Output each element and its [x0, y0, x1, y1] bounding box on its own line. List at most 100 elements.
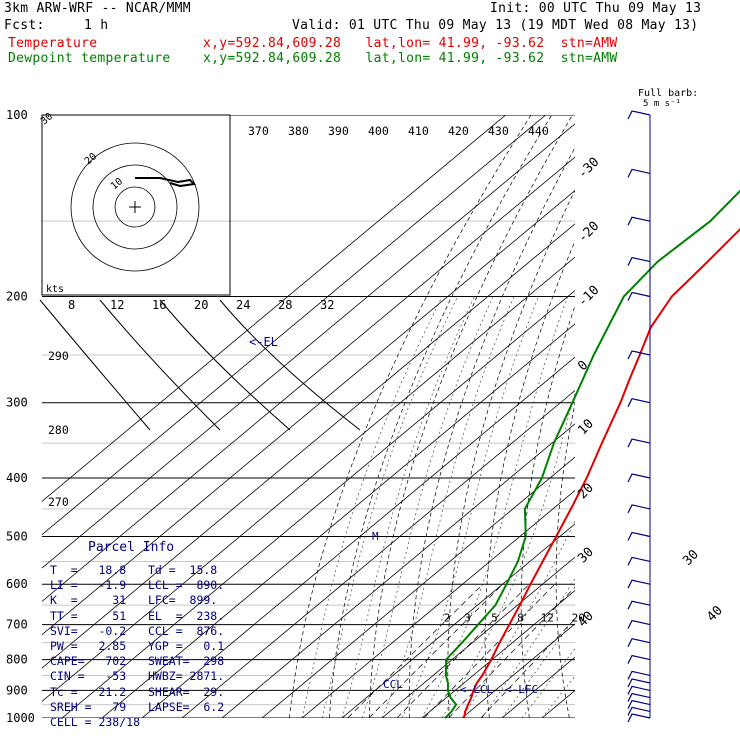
wind-barb-550 [627, 556, 651, 566]
wind-barb-925 [627, 692, 651, 702]
pressure-label-1000: 1000 [6, 711, 35, 725]
dewpoint-legend: Dewpoint temperature [8, 51, 171, 66]
parcel-row-5-col-0: PW = 2.85 [50, 639, 127, 653]
wind-barb-350 [627, 438, 651, 448]
isotherm--60 [141, 356, 575, 718]
hodograph-curve-0 [39, 299, 151, 431]
parcel-row-3-col-1: EL = 238. [148, 608, 225, 623]
isotherm--120 [42, 156, 575, 602]
ccl-marker: CCL [383, 678, 403, 691]
isotherm--70 [101, 323, 575, 718]
parcel-row-10-col-0: CELL = 238/18 [50, 715, 141, 729]
hodograph-ring-64 [70, 142, 200, 272]
mixing-ratio-12 [448, 586, 575, 718]
lfc-marker: <-LFC [505, 683, 538, 696]
hodograph-ring-label-30: 30 [39, 111, 55, 127]
pressure-label-300: 300 [6, 396, 28, 410]
hodograph-ring-20 [114, 186, 156, 228]
mixing-ratio-label-20: 20 [572, 612, 585, 625]
mixing-ratio-label-3: 3 [464, 612, 471, 625]
mixing-ratio-3 [368, 583, 503, 718]
hodograph-curve-3 [219, 299, 361, 431]
isotherm-0 [381, 556, 575, 718]
side-label-30: 30 [680, 547, 702, 569]
parcel-row-7-col-1: HWBZ= 2871. [148, 669, 225, 684]
wind-barb-200 [627, 291, 651, 301]
parcel-row-6-col-0: CAPE= 702 [50, 654, 127, 669]
hodograph-units: kts [46, 284, 64, 295]
valid-time: Valid: 01 UTC Thu 09 May 13 (19 MDT Wed … [292, 18, 699, 33]
moist-adiabat--10 [341, 296, 475, 718]
theta-label-410: 410 [408, 124, 429, 138]
dry-adiabat-260 [329, 115, 552, 718]
parcel-row-0-col-0: T = 18.8 [50, 563, 127, 577]
isotherm--140 [42, 115, 546, 536]
dry-adiabat-280 [408, 146, 575, 718]
theta-label-420: 420 [448, 124, 469, 138]
pressure-label-400: 400 [6, 471, 28, 485]
hodograph-ring-42 [92, 164, 178, 250]
mixing-ratio-label-12: 12 [541, 612, 554, 625]
theta-label-400: 400 [368, 124, 389, 138]
hodograph-ring-label-10: 10 [109, 176, 125, 192]
isotherm-10 [421, 589, 575, 718]
theta-side-label-290: 290 [48, 349, 69, 363]
isotherm--30 [261, 456, 575, 718]
moist-adiabat-25 [481, 577, 575, 718]
dry-adiabat-370 [716, 115, 740, 718]
theta-side-label-270: 270 [48, 495, 69, 509]
parcel-row-5-col-1: YGP = 0.1 [148, 639, 225, 653]
wind-barb-150 [627, 216, 651, 226]
wind-barb-700 [627, 619, 651, 629]
hodograph-curve-2 [159, 299, 291, 431]
parcel-row-4-col-1: CCL = 876. [148, 623, 225, 638]
hodograph-scale-24: 24 [236, 298, 250, 312]
isotherm--80 [61, 289, 575, 718]
temperature-legend: Temperature [8, 36, 98, 51]
hodograph-scale-16: 16 [152, 298, 166, 312]
dry-adiabat-330 [590, 115, 697, 718]
wind-barb-975 [627, 706, 651, 716]
dry-adiabat-270 [369, 115, 573, 718]
pressure-label-700: 700 [6, 618, 28, 632]
pressure-label-200: 200 [6, 290, 28, 304]
parcel-row-4-col-0: SVI= -0.2 [50, 623, 127, 638]
parcel-row-0-col-1: Td = 15.8 [148, 563, 218, 577]
isotherm-label-10: 10 [575, 416, 597, 438]
hodograph-scale-12: 12 [110, 298, 124, 312]
isotherm-label-30: 30 [575, 545, 597, 567]
wind-barb-450 [627, 504, 651, 514]
isotherm--50 [181, 389, 575, 718]
parcel-row-9-col-0: SREH = 79 [50, 699, 127, 714]
el-marker: <-EL [249, 335, 278, 349]
dewpoint-location: x,y=592.84,609.28 lat,lon= 41.99, -93.62… [203, 51, 618, 66]
parcel-row-7-col-0: CIN = -53 [50, 669, 127, 684]
hodograph-scale-32: 32 [320, 298, 334, 312]
moist-adiabat-5 [401, 296, 539, 718]
moist-adiabat-0 [381, 296, 515, 718]
parcel-row-1-col-1: LCL = 890. [148, 578, 225, 593]
moist-adiabat--15 [321, 296, 458, 718]
isotherm-label--10: -10 [575, 283, 602, 310]
isotherm-30 [501, 656, 575, 718]
pressure-label-900: 900 [6, 683, 28, 697]
dry-adiabat-250 [289, 115, 532, 718]
mixing-ratio-label-5: 5 [491, 612, 498, 625]
moist-adiabat--5 [361, 296, 494, 718]
dewpoint-line [444, 189, 740, 719]
wind-barb-750 [627, 638, 651, 647]
parcel-row-2-col-1: LFC= 899. [148, 593, 218, 608]
wind-barb-100 [627, 110, 651, 120]
hodograph-ring-label-20: 20 [83, 151, 99, 167]
wind-barb-600 [627, 579, 651, 589]
wind-barb-650 [627, 600, 651, 610]
theta-label-440: 440 [528, 124, 549, 138]
mixing-ratio-8 [423, 583, 556, 718]
mixing-ratio-20 [480, 618, 575, 718]
lcl-marker: <-LCL [460, 683, 493, 696]
hodograph-scale-28: 28 [278, 298, 292, 312]
wind-barb-800 [627, 654, 651, 664]
isotherm-label-20: 20 [575, 481, 597, 503]
forecast-label: Fcst: [4, 18, 45, 33]
wind-barb-250 [627, 350, 651, 360]
